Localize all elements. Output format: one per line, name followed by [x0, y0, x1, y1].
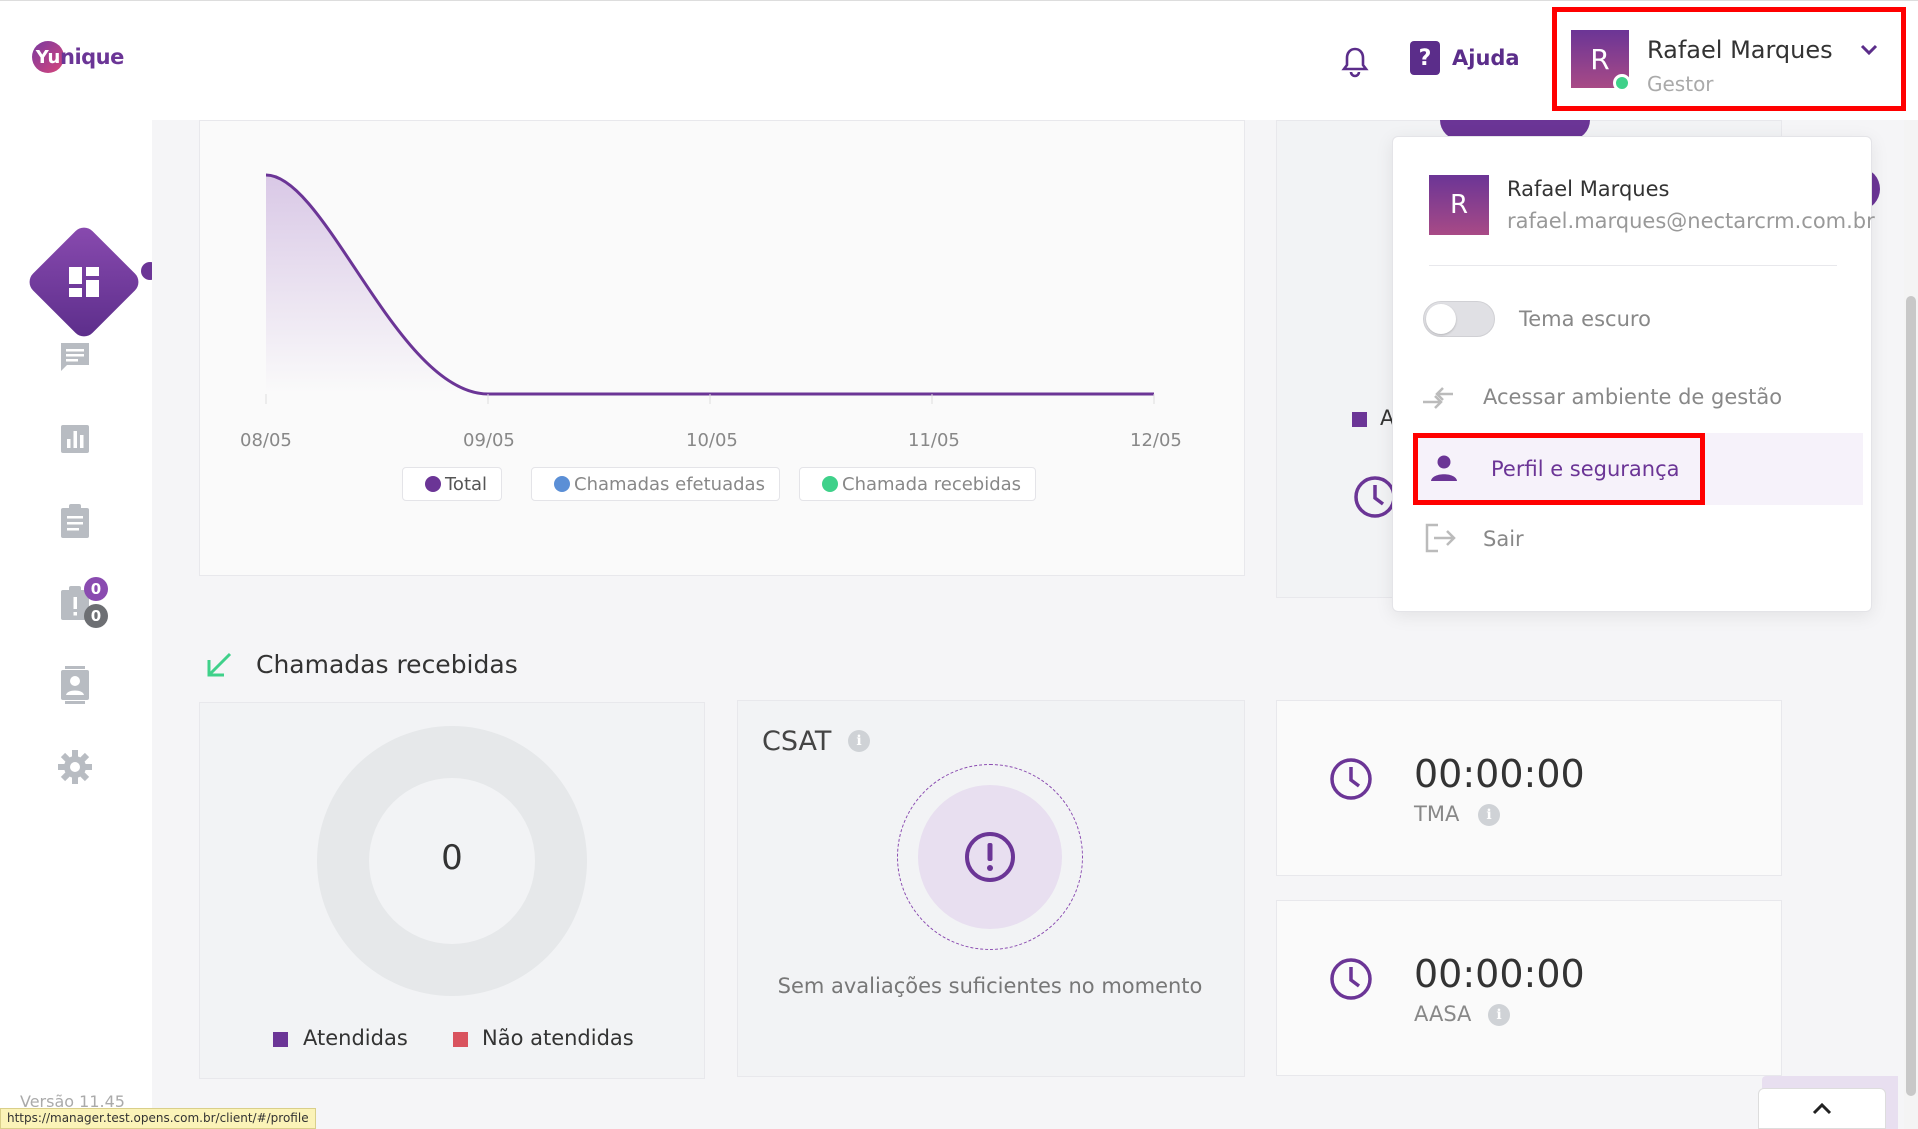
aasa-card	[1276, 900, 1782, 1076]
page-scrollbar-thumb[interactable]	[1906, 296, 1916, 1096]
total-series-area	[266, 175, 1154, 394]
legend-label-answered: Atendidas	[303, 1026, 408, 1050]
sidebar-item-contacts[interactable]	[56, 666, 94, 704]
tma-label: TMA	[1414, 802, 1460, 826]
dark-theme-toggle[interactable]	[1423, 301, 1495, 337]
top-header: Yu nique ? Ajuda R Rafael Marques Gestor	[0, 0, 1918, 120]
donut-hole	[369, 778, 535, 944]
tma-value: 00:00:00	[1414, 752, 1585, 796]
section-title: Chamadas recebidas	[256, 650, 518, 679]
csat-empty-ring	[897, 764, 1083, 950]
alert-clipboard-icon	[61, 586, 89, 620]
info-icon[interactable]: i	[1488, 1004, 1510, 1026]
gear-icon	[58, 750, 92, 784]
menu-item-profile-security[interactable]	[1415, 433, 1863, 505]
sidebar-item-chat[interactable]	[56, 338, 94, 376]
user-role: Gestor	[1647, 72, 1714, 96]
x-tick-label: 08/05	[240, 430, 292, 451]
alerts-badge-top: 0	[84, 577, 108, 601]
chevron-up-icon	[1812, 1102, 1832, 1114]
info-icon[interactable]: i	[848, 730, 870, 752]
status-bar-url: https://manager.test.opens.com.br/client…	[0, 1108, 316, 1129]
logo-mark: Yu	[32, 41, 64, 73]
swap-arrows-icon	[1421, 381, 1455, 415]
sidebar-item-settings[interactable]	[56, 748, 94, 786]
chat-icon	[61, 343, 89, 371]
help-button[interactable]: ? Ajuda	[1410, 41, 1520, 75]
profile-security-label: Perfil e segurança	[1491, 457, 1680, 481]
menu-item-logout[interactable]: Sair	[1483, 527, 1524, 551]
online-status-indicator	[1613, 74, 1631, 92]
clock-icon	[1330, 958, 1372, 1000]
contact-card-icon	[61, 666, 89, 704]
bar-chart-icon	[61, 425, 89, 453]
sidebar-item-tasks[interactable]	[56, 502, 94, 540]
legend-dot	[822, 476, 838, 492]
highlight-box	[1413, 433, 1705, 505]
legend-square-unanswered	[453, 1032, 468, 1047]
alerts-badge-bottom: 0	[84, 604, 108, 628]
person-icon	[1427, 451, 1461, 485]
tma-card	[1276, 700, 1782, 876]
legend-label: Chamadas efetuadas	[574, 473, 765, 495]
legend-total[interactable]: Total	[402, 467, 503, 501]
csat-empty-text: Sem avaliações suficientes no momento	[777, 974, 1203, 998]
incoming-arrow-icon	[207, 652, 232, 677]
clock-icon	[1330, 758, 1372, 800]
user-menu-button[interactable]: R Rafael Marques Gestor	[1552, 7, 1906, 111]
clipboard-icon	[61, 504, 89, 538]
dashboard-icon	[60, 258, 108, 306]
legend-label: A	[1380, 406, 1395, 430]
help-icon: ?	[1410, 41, 1440, 75]
legend-incoming-calls[interactable]: Chamada recebidas	[799, 467, 1037, 501]
version-label: Versão 11.45	[20, 1092, 125, 1111]
x-tick-label: 09/05	[463, 430, 515, 451]
legend-label: Total	[445, 473, 488, 495]
scroll-to-top-button[interactable]	[1758, 1088, 1886, 1129]
total-series-line	[265, 173, 1154, 396]
avatar: R	[1571, 30, 1629, 88]
legend-outgoing-calls[interactable]: Chamadas efetuadas	[531, 467, 780, 501]
sidebar-item-alerts[interactable]	[56, 584, 94, 622]
logout-icon	[1423, 521, 1457, 555]
sidebar-item-reports[interactable]	[56, 420, 94, 458]
avatar: R	[1429, 175, 1489, 235]
legend-square	[1352, 412, 1367, 427]
legend-label: Chamada recebidas	[842, 473, 1022, 495]
divider	[1429, 265, 1837, 266]
legend-dot	[554, 476, 570, 492]
toggle-knob	[1426, 304, 1456, 334]
summary-donut-partial	[1440, 120, 1590, 140]
info-icon[interactable]: i	[1478, 804, 1500, 826]
dropdown-user-email: rafael.marques@nectarcrm.com.br	[1507, 209, 1875, 233]
logo-text: nique	[60, 45, 124, 69]
dropdown-user-name: Rafael Marques	[1507, 177, 1670, 201]
user-dropdown-menu: R Rafael Marques rafael.marques@nectarcr…	[1392, 136, 1875, 612]
help-label: Ajuda	[1452, 46, 1520, 70]
x-tick-label: 10/05	[686, 430, 738, 451]
exclamation-circle-icon	[918, 785, 1062, 929]
x-tick-label: 11/05	[908, 430, 960, 451]
user-name: Rafael Marques	[1647, 36, 1833, 64]
x-tick-label: 12/05	[1130, 430, 1182, 451]
legend-label-unanswered: Não atendidas	[482, 1026, 634, 1050]
csat-title: CSAT	[762, 726, 832, 757]
dark-theme-label: Tema escuro	[1519, 307, 1651, 331]
chevron-down-icon	[1860, 44, 1878, 56]
aasa-value: 00:00:00	[1414, 952, 1585, 996]
app-logo[interactable]: Yu nique	[32, 41, 124, 73]
aasa-label: AASA	[1414, 1002, 1472, 1026]
legend-dot	[425, 476, 441, 492]
donut-value: 0	[441, 838, 463, 878]
x-axis-ticks	[265, 394, 1155, 404]
bell-icon[interactable]	[1338, 45, 1372, 79]
calls-area-chart	[265, 173, 1155, 404]
menu-item-manage-environment[interactable]: Acessar ambiente de gestão	[1483, 385, 1783, 409]
legend-square-answered	[273, 1032, 288, 1047]
